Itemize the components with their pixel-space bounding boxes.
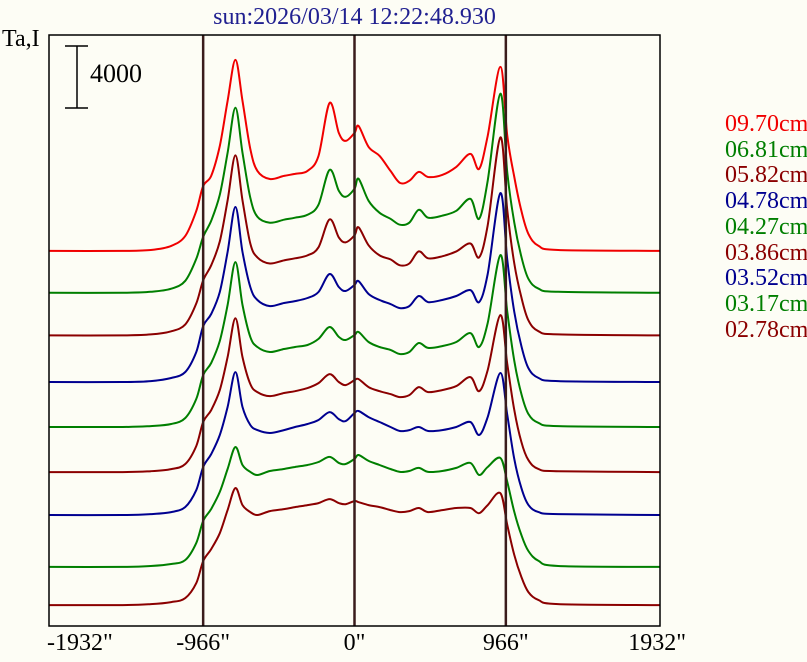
scan-curve-03.52cm <box>48 371 661 517</box>
scan-curve-03.86cm <box>48 314 661 474</box>
legend-item-04.78cm: 04.78cm <box>725 188 807 215</box>
legend-item-09.70cm: 09.70cm <box>725 111 807 137</box>
scan-curve-09.70cm <box>48 58 661 252</box>
legend-item-03.17cm: 03.17cm <box>725 290 807 317</box>
scan-curve-02.78cm <box>48 487 661 607</box>
scan-curve-03.17cm <box>48 445 661 568</box>
x-tick-label--1932: -1932" <box>47 630 113 656</box>
scan-curve-04.78cm <box>48 192 661 384</box>
y-axis-label: Ta,I <box>2 26 40 52</box>
scan-curve-04.27cm <box>48 254 661 429</box>
legend-item-03.86cm: 03.86cm <box>725 239 807 266</box>
legend-item-02.78cm: 02.78cm <box>725 316 807 343</box>
legend-item-03.52cm: 03.52cm <box>725 265 807 292</box>
x-tick-label-966: 966" <box>482 630 529 656</box>
legend-item-06.81cm: 06.81cm <box>725 136 807 163</box>
x-tick-label--966: -966" <box>176 630 231 656</box>
scan-curve-05.82cm <box>48 136 661 337</box>
x-tick-label-1932: 1932" <box>628 630 687 656</box>
legend-item-05.82cm: 05.82cm <box>725 162 807 189</box>
legend-item-04.27cm: 04.27cm <box>725 213 807 240</box>
plot-frame <box>48 34 661 627</box>
plot-title: sun:2026/03/14 12:22:48.930 <box>213 4 496 30</box>
scale-bar-label: 4000 <box>90 59 142 88</box>
x-tick-label-0: 0" <box>343 630 366 656</box>
